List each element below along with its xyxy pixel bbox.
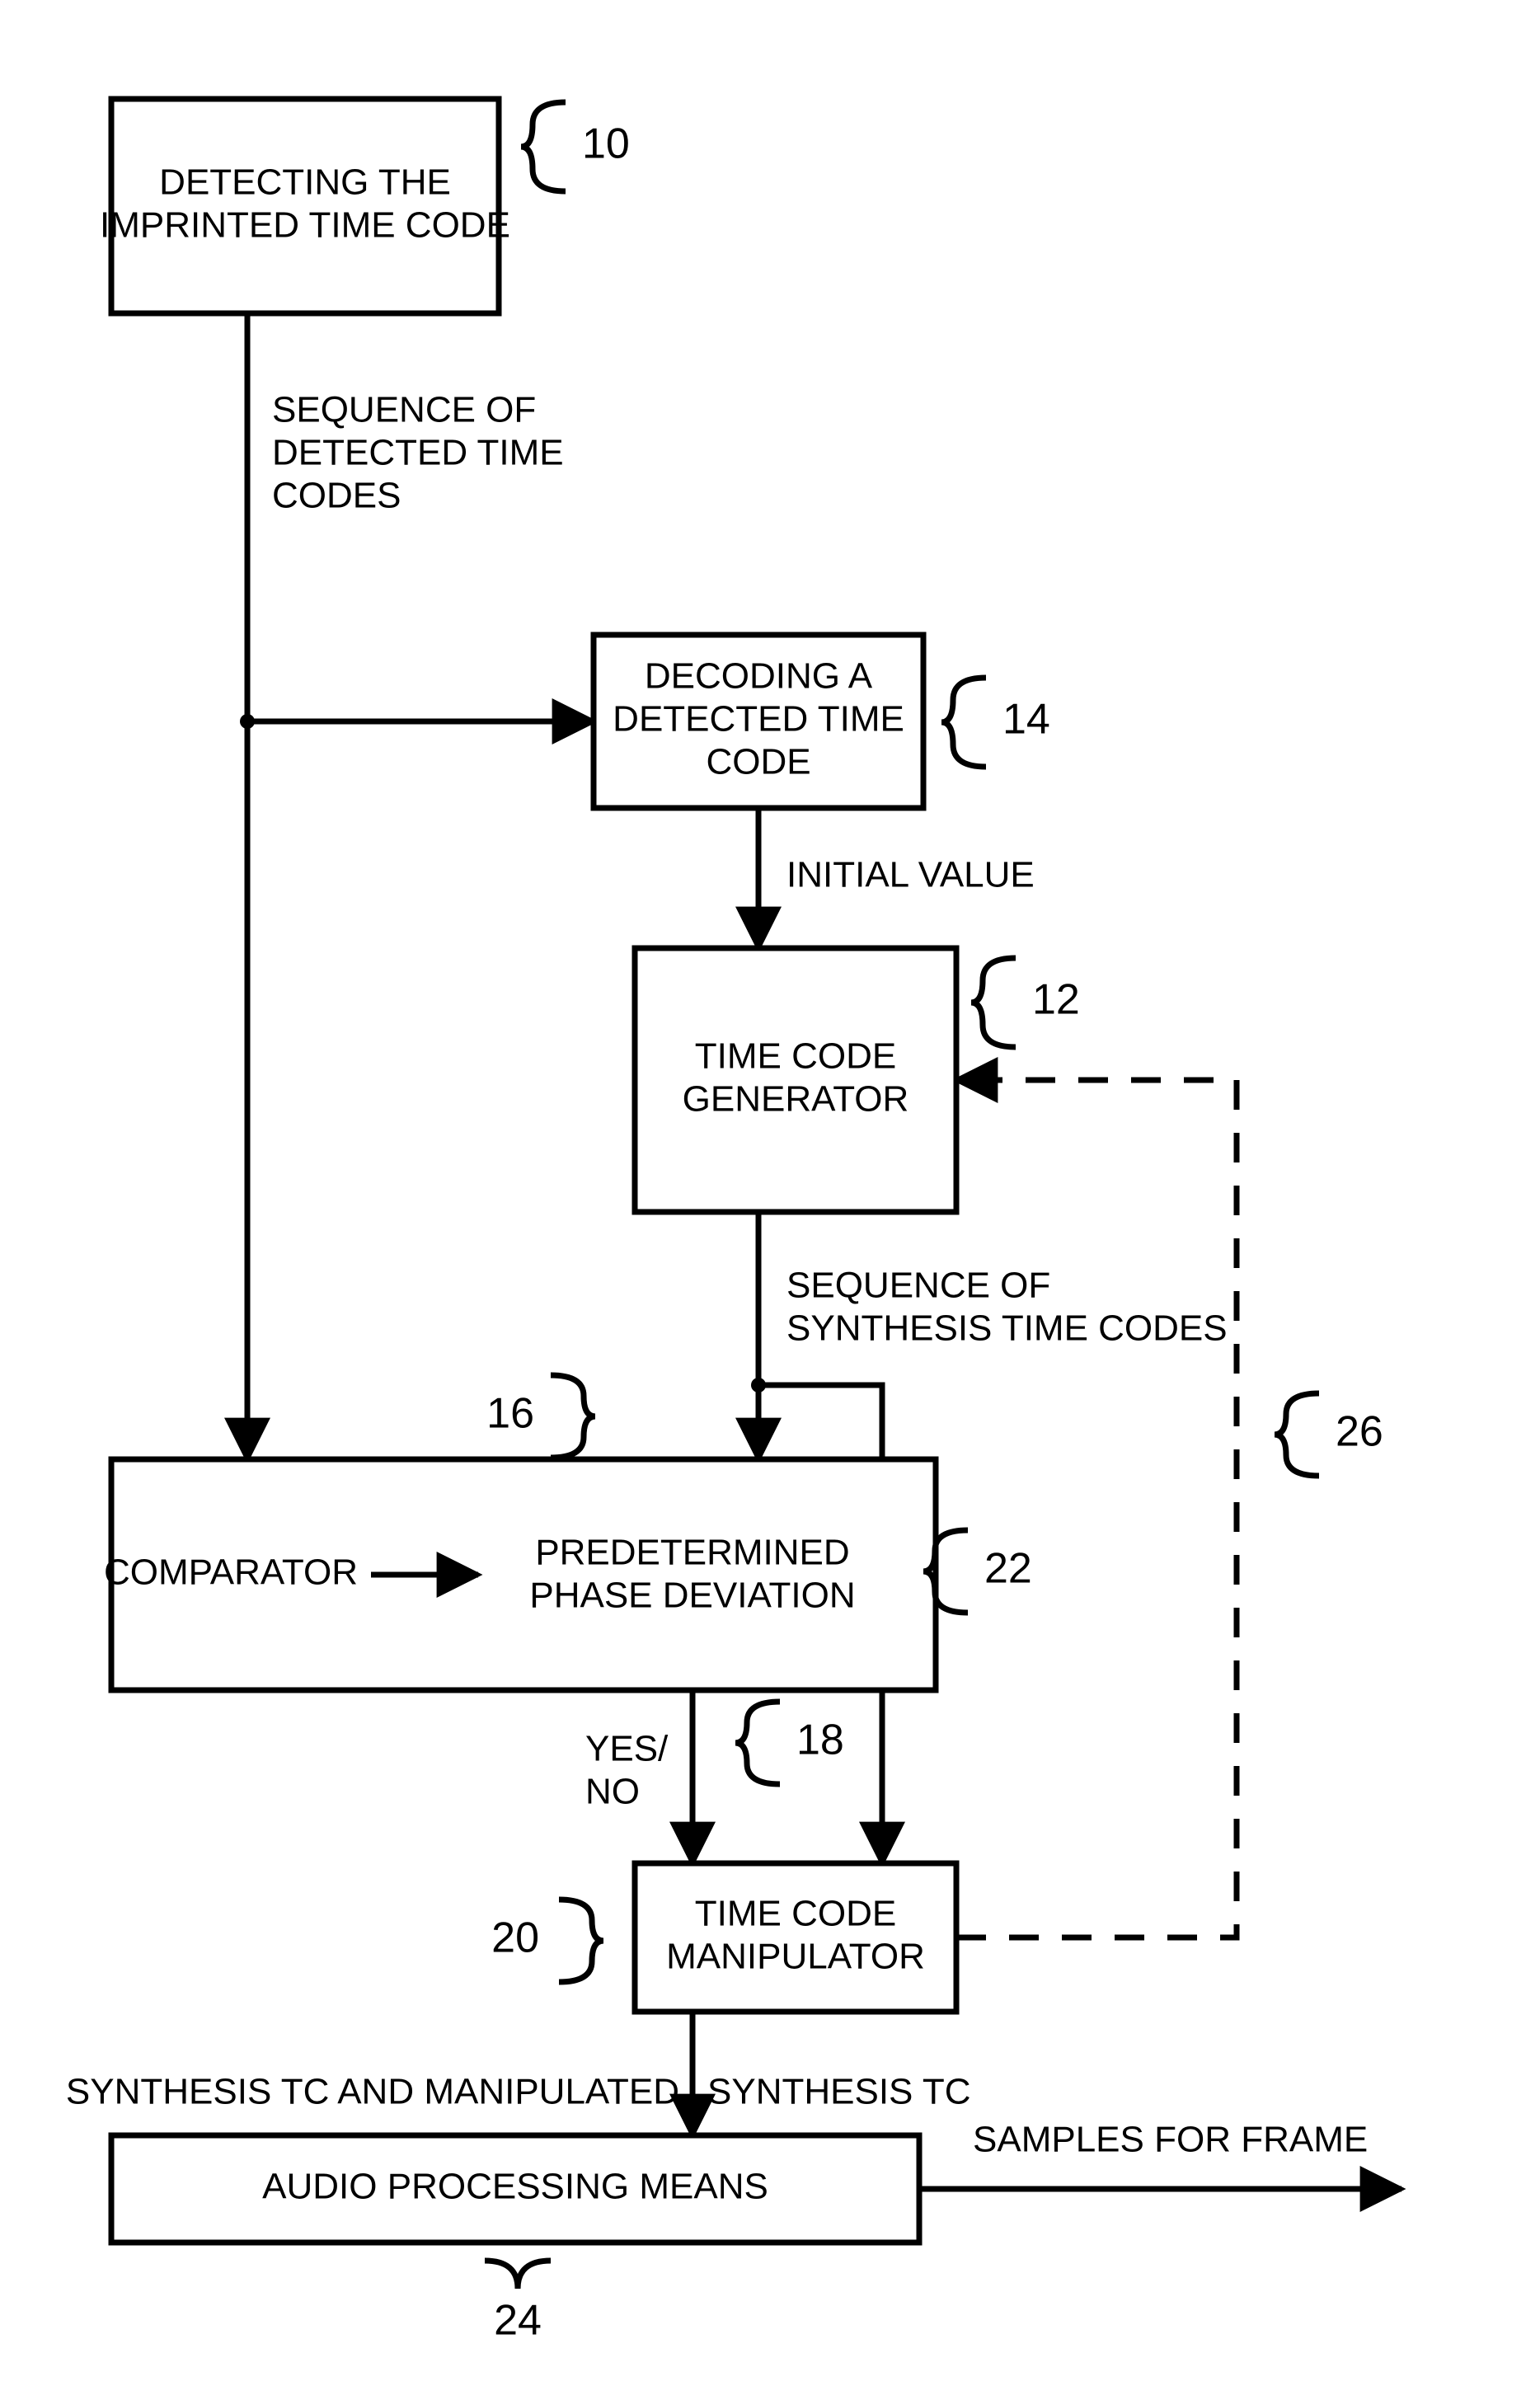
node-label: IMPRINTED TIME CODE: [100, 205, 510, 246]
edge-label: INITIAL VALUE: [786, 855, 1035, 895]
node-label: GENERATOR: [683, 1079, 909, 1120]
edge-label: NO: [585, 1772, 640, 1812]
curly-brace: [485, 2261, 551, 2289]
node-label: DETECTING THE: [159, 162, 451, 203]
ref-number: 20: [491, 1914, 539, 1962]
edge-label: SYNTHESIS TC: [707, 2072, 970, 2112]
edge-label: YES/: [585, 1729, 669, 1769]
ref-number: 12: [1032, 976, 1080, 1024]
edge-label: SYNTHESIS TIME CODES: [786, 1308, 1228, 1349]
predetermined-label: PHASE DEVIATION: [529, 1576, 855, 1616]
node-n12: TIME CODEGENERATOR: [635, 948, 956, 1212]
ref-number: 26: [1336, 1408, 1383, 1456]
edge-label: SEQUENCE OF: [272, 390, 536, 430]
flowchart-canvas: DETECTING THEIMPRINTED TIME CODE DECODING…: [0, 0, 1540, 2400]
ref-number: 18: [796, 1717, 844, 1764]
flow-arrow: [956, 1080, 1237, 1937]
edge-label: CODES: [272, 476, 401, 516]
curly-brace: [559, 1900, 603, 1982]
predetermined-label: PREDETERMINED: [535, 1533, 849, 1573]
node-label: CODE: [706, 742, 810, 782]
curly-brace: [941, 678, 986, 767]
node-label: MANIPULATOR: [666, 1937, 925, 1977]
edge-label: SAMPLES FOR FRAME: [973, 2120, 1368, 2160]
edge-label: SEQUENCE OF: [786, 1266, 1050, 1306]
edge-label: SYNTHESIS TC AND MANIPULATED: [66, 2072, 679, 2112]
ref-number: 22: [984, 1545, 1032, 1593]
curly-brace: [971, 958, 1016, 1047]
curly-brace: [1275, 1393, 1319, 1476]
node-label: TIME CODE: [695, 1894, 896, 1934]
curly-brace: [521, 102, 566, 191]
ref-number: 10: [582, 120, 630, 168]
ref-number: 24: [494, 2297, 542, 2345]
ref-number: 16: [486, 1390, 534, 1438]
node-n24: AUDIO PROCESSING MEANS: [111, 2135, 919, 2243]
node-n14: DECODING ADETECTED TIMECODE: [594, 635, 923, 808]
comparator-label: COMPARATOR: [104, 1552, 358, 1593]
curly-brace: [735, 1702, 780, 1784]
node-n10: DETECTING THEIMPRINTED TIME CODE: [100, 99, 510, 313]
node-label: DECODING A: [645, 656, 873, 697]
ref-number: 14: [1002, 696, 1050, 744]
node-label: DETECTED TIME: [613, 699, 904, 740]
curly-brace: [551, 1375, 595, 1458]
node-label: AUDIO PROCESSING MEANS: [262, 2167, 768, 2207]
node-label: TIME CODE: [695, 1036, 896, 1077]
branch-dot: [240, 714, 255, 729]
branch-dot: [751, 1378, 766, 1393]
edge-label: DETECTED TIME: [272, 433, 564, 473]
node-n20: TIME CODEMANIPULATOR: [635, 1863, 956, 2012]
node-n16: COMPARATOR PREDETERMINEDPHASE DEVIATION: [104, 1459, 936, 1690]
